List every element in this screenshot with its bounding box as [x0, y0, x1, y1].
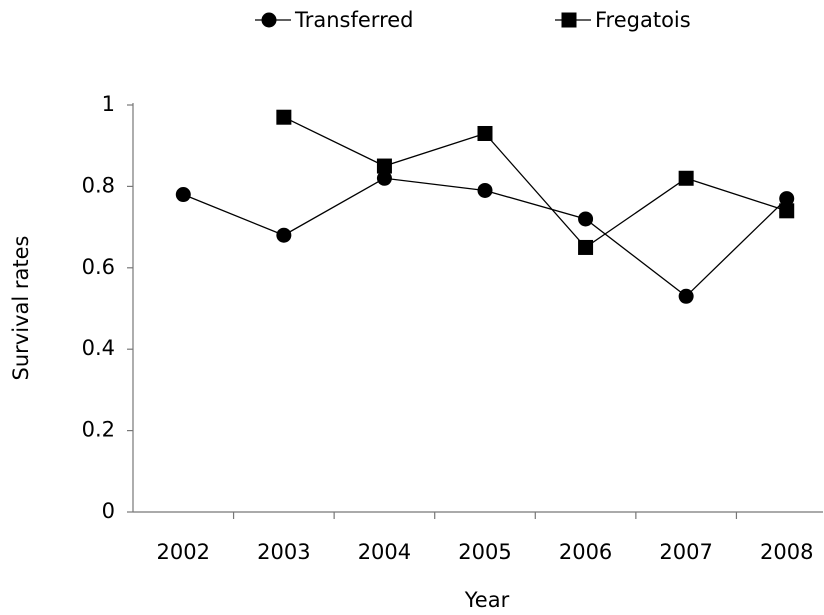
- data-point: [276, 227, 292, 243]
- y-tick-label: 0.4: [82, 336, 115, 360]
- legend-marker: [261, 12, 277, 28]
- legend-label: Transferred: [294, 8, 414, 32]
- x-tick-label: 2007: [659, 540, 712, 564]
- data-point: [376, 170, 392, 186]
- x-tick-label: 2003: [257, 540, 310, 564]
- data-point: [578, 211, 594, 227]
- y-tick-label: 1: [102, 92, 115, 116]
- y-tick-label: 0.2: [82, 418, 115, 442]
- data-point: [276, 109, 292, 125]
- y-tick-label: 0.8: [82, 173, 115, 197]
- data-point: [678, 170, 694, 186]
- data-point: [477, 182, 493, 198]
- data-point: [376, 158, 392, 174]
- x-tick-label: 2004: [358, 540, 411, 564]
- data-point: [779, 203, 795, 219]
- data-point: [578, 239, 594, 255]
- y-tick-label: 0: [102, 499, 115, 523]
- x-tick-label: 2005: [458, 540, 511, 564]
- data-point: [779, 191, 795, 207]
- x-tick-label: 2002: [157, 540, 210, 564]
- series-line: [283, 116, 787, 249]
- x-tick-label: 2006: [559, 540, 612, 564]
- x-axis-title: Year: [464, 588, 510, 612]
- y-axis-title: Survival rates: [9, 236, 33, 381]
- data-point: [678, 288, 694, 304]
- x-tick-label: 2008: [760, 540, 813, 564]
- legend-marker: [561, 12, 577, 28]
- data-point: [175, 187, 191, 203]
- legend-label: Fregatois: [595, 8, 691, 32]
- y-tick-label: 0.6: [82, 255, 115, 279]
- data-point: [477, 125, 493, 141]
